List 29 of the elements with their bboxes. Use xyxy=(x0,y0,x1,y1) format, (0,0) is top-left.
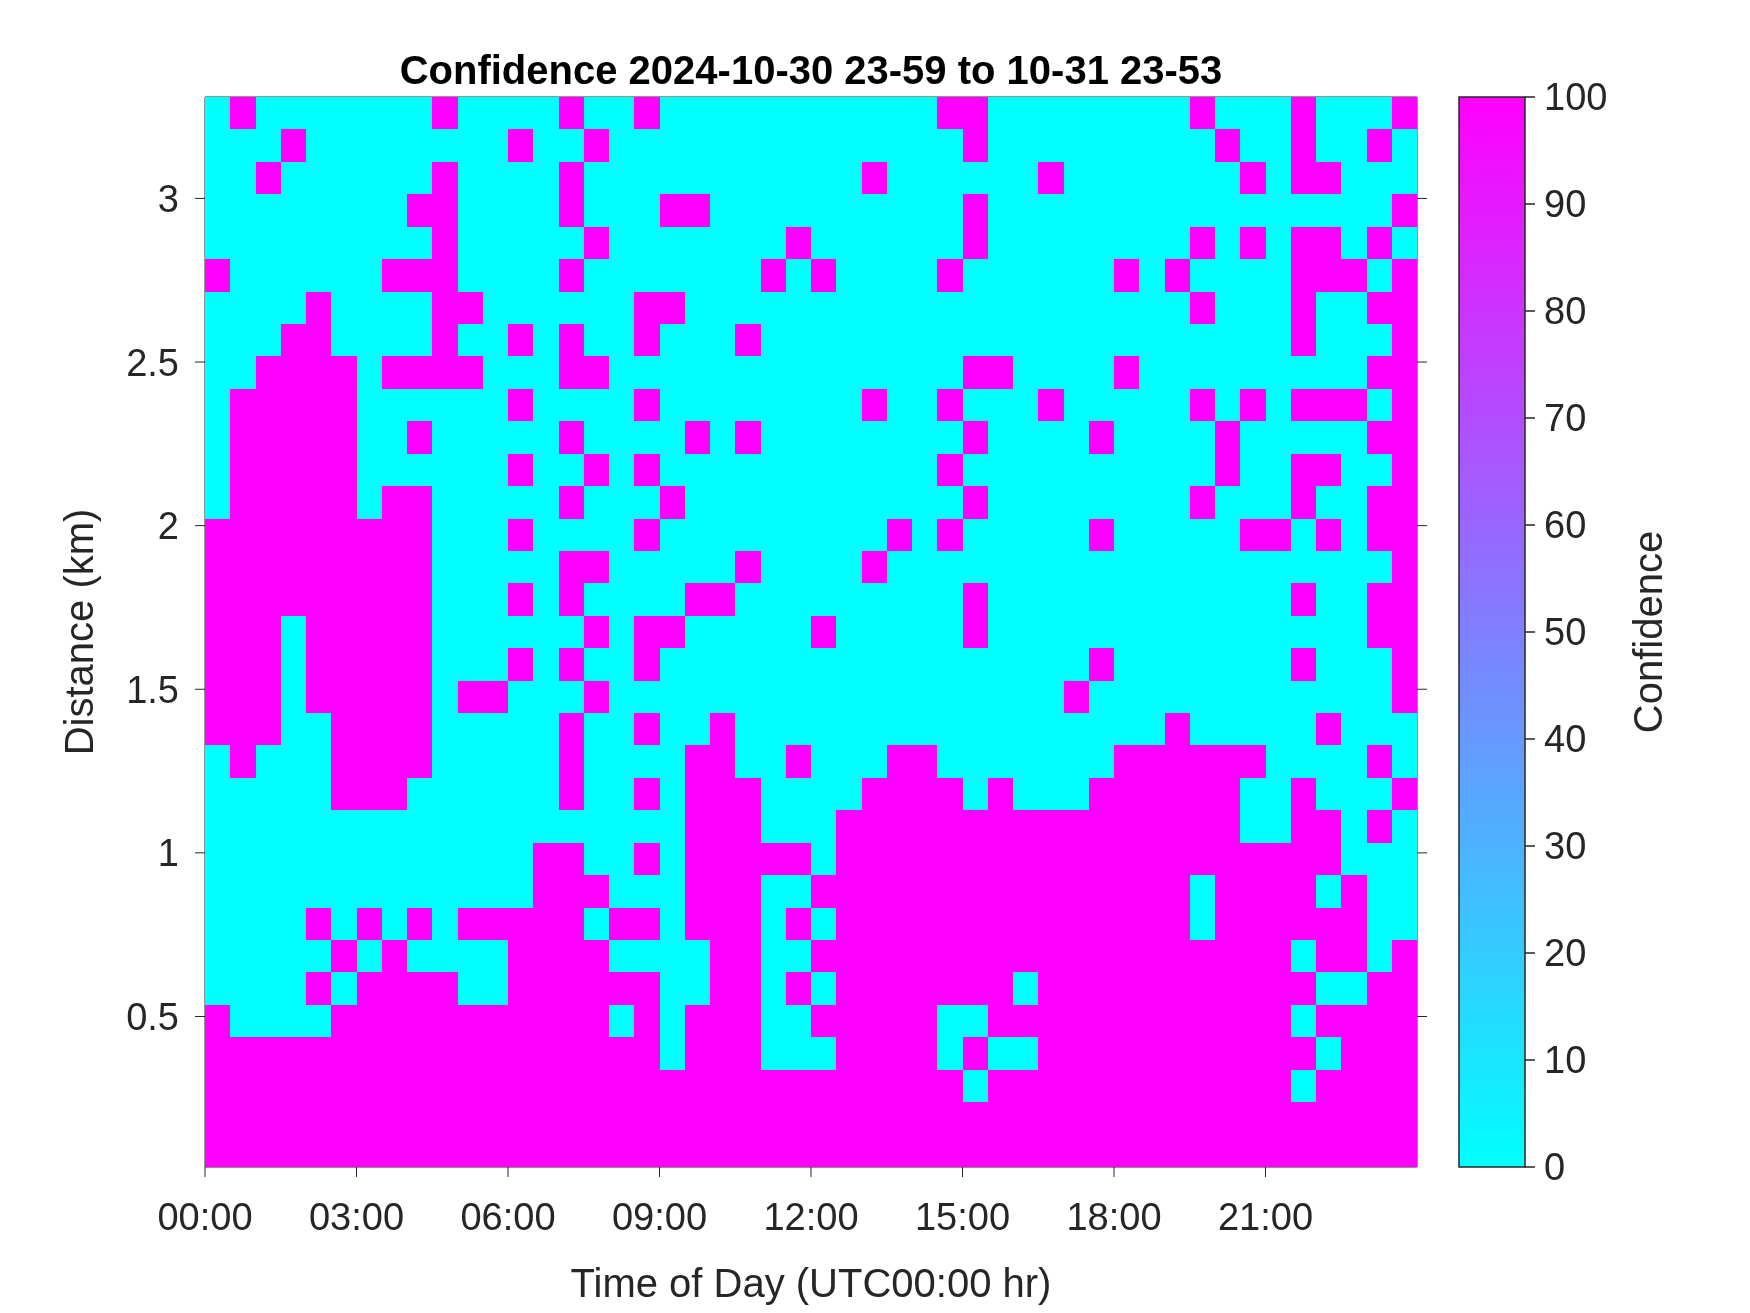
color-bar-label: 50 xyxy=(1544,611,1587,653)
x-tick-label: 09:00 xyxy=(611,1195,708,1238)
y-axis-title: Distance (km) xyxy=(57,508,101,756)
x-tick-label: 06:00 xyxy=(460,1195,556,1238)
x-tick-label: 15:00 xyxy=(914,1195,1011,1238)
color-bar-label: 90 xyxy=(1544,183,1587,225)
color-bar-label: 60 xyxy=(1544,504,1587,546)
color-bar-label: 30 xyxy=(1544,825,1587,867)
color-bar-label: 0 xyxy=(1544,1146,1566,1188)
x-tick-label: 00:00 xyxy=(157,1195,253,1238)
color-bar-label: 40 xyxy=(1544,718,1587,760)
color-bar-label: 20 xyxy=(1544,932,1587,974)
color-bar-label: 100 xyxy=(1544,76,1608,118)
y-tick-label: 1 xyxy=(157,832,179,875)
x-tick-label: 21:00 xyxy=(1217,1195,1314,1238)
color-bar-label: 80 xyxy=(1544,290,1587,332)
y-tick-label: 2.5 xyxy=(126,341,179,384)
color-bar-label: 10 xyxy=(1544,1039,1587,1081)
y-tick-label: 0.5 xyxy=(126,995,179,1038)
x-tick-label: 03:00 xyxy=(308,1195,405,1238)
x-tick-label: 12:00 xyxy=(763,1195,859,1238)
y-tick-label: 3 xyxy=(157,177,179,220)
chart-title: Confidence 2024-10-30 23-59 to 10-31 23-53 xyxy=(399,48,1223,92)
x-tick-label: 18:00 xyxy=(1066,1195,1162,1238)
color-bar-label: 70 xyxy=(1544,397,1587,439)
y-tick-label: 1.5 xyxy=(126,668,179,711)
y-tick-label: 2 xyxy=(157,505,179,548)
x-axis-title: Time of Day (UTC00:00 hr) xyxy=(570,1261,1052,1305)
color-bar-title: Confidence xyxy=(1626,530,1670,734)
